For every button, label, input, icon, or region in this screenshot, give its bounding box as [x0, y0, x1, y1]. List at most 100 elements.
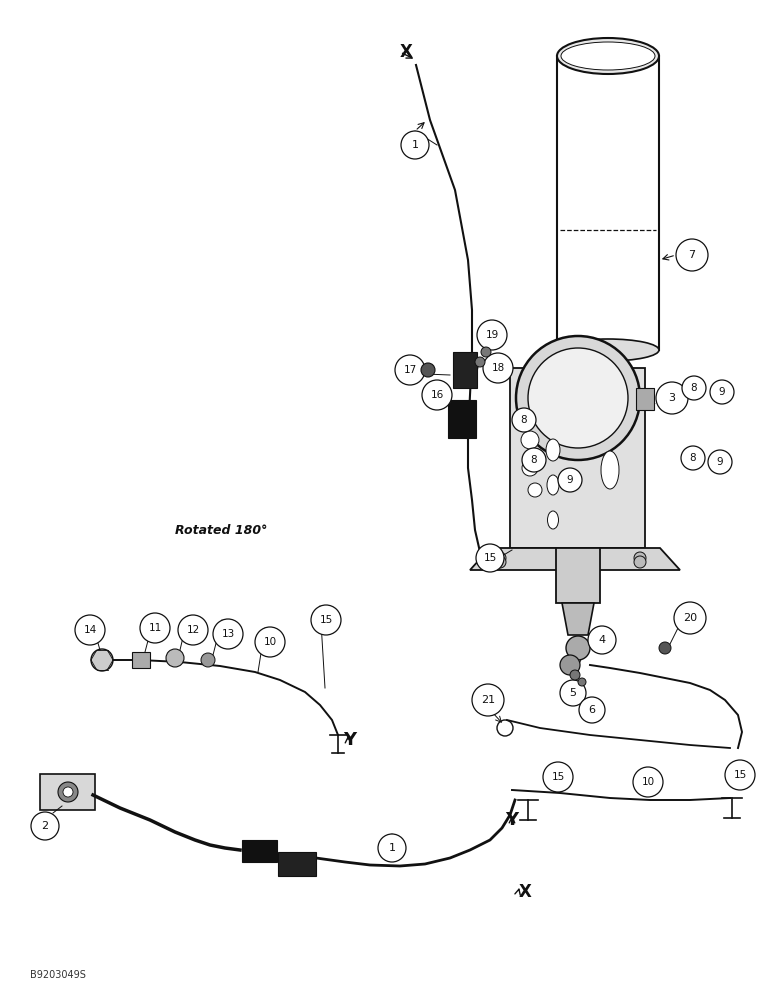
Circle shape — [477, 320, 507, 350]
Text: 17: 17 — [404, 365, 417, 375]
Bar — [453, 352, 477, 388]
Text: 19: 19 — [486, 330, 499, 340]
Text: 1: 1 — [411, 140, 418, 150]
Circle shape — [710, 380, 734, 404]
Circle shape — [213, 619, 243, 649]
Bar — [132, 652, 150, 668]
Text: 15: 15 — [733, 770, 747, 780]
Circle shape — [75, 615, 105, 645]
Ellipse shape — [561, 42, 655, 70]
Circle shape — [676, 239, 708, 271]
Text: 10: 10 — [263, 637, 276, 647]
Circle shape — [481, 347, 491, 357]
Text: 4: 4 — [598, 635, 605, 645]
Polygon shape — [470, 548, 680, 570]
Circle shape — [494, 556, 506, 568]
Text: 12: 12 — [186, 625, 200, 635]
Circle shape — [528, 348, 628, 448]
Circle shape — [558, 468, 582, 492]
Ellipse shape — [601, 451, 619, 489]
Text: 13: 13 — [222, 629, 235, 639]
Circle shape — [634, 556, 646, 568]
Ellipse shape — [547, 475, 559, 495]
Bar — [448, 400, 476, 438]
Polygon shape — [562, 603, 594, 635]
Circle shape — [681, 446, 705, 470]
Text: Y: Y — [344, 731, 357, 749]
Circle shape — [659, 642, 671, 654]
Text: 14: 14 — [83, 625, 96, 635]
Circle shape — [58, 782, 78, 802]
Bar — [510, 368, 645, 548]
Text: 8: 8 — [530, 455, 537, 465]
Text: Y: Y — [506, 811, 519, 829]
Text: 2: 2 — [42, 821, 49, 831]
Circle shape — [201, 653, 215, 667]
Ellipse shape — [547, 511, 558, 529]
Circle shape — [634, 552, 646, 564]
Circle shape — [63, 787, 73, 797]
Text: 21: 21 — [481, 695, 495, 705]
Text: 18: 18 — [491, 363, 505, 373]
Circle shape — [708, 450, 732, 474]
Text: 20: 20 — [683, 613, 697, 623]
Circle shape — [588, 626, 616, 654]
Circle shape — [472, 684, 504, 716]
Circle shape — [516, 336, 640, 460]
Circle shape — [528, 483, 542, 497]
Text: 15: 15 — [551, 772, 564, 782]
Circle shape — [31, 812, 59, 840]
Text: Rotated 180°: Rotated 180° — [175, 524, 267, 536]
Text: 9: 9 — [719, 387, 726, 397]
Circle shape — [522, 460, 538, 476]
Text: 15: 15 — [320, 615, 333, 625]
Circle shape — [512, 408, 536, 432]
Circle shape — [560, 680, 586, 706]
Circle shape — [578, 678, 586, 686]
Bar — [278, 852, 316, 876]
Circle shape — [674, 602, 706, 634]
Text: 8: 8 — [520, 415, 527, 425]
Text: 16: 16 — [430, 390, 444, 400]
Circle shape — [521, 431, 539, 449]
Text: B9203049S: B9203049S — [30, 970, 86, 980]
Circle shape — [401, 131, 429, 159]
Circle shape — [91, 649, 113, 671]
Text: 8: 8 — [689, 453, 696, 463]
Bar — [636, 388, 654, 410]
Circle shape — [166, 649, 184, 667]
Circle shape — [494, 552, 506, 564]
Ellipse shape — [546, 439, 560, 461]
Circle shape — [422, 380, 452, 410]
Circle shape — [421, 363, 435, 377]
Text: 7: 7 — [689, 250, 696, 260]
Ellipse shape — [557, 38, 659, 74]
Circle shape — [656, 382, 688, 414]
Text: X: X — [519, 883, 531, 901]
Circle shape — [682, 376, 706, 400]
Circle shape — [579, 697, 605, 723]
Circle shape — [476, 544, 504, 572]
Text: 9: 9 — [567, 475, 574, 485]
Circle shape — [178, 615, 208, 645]
Circle shape — [475, 357, 485, 367]
Circle shape — [140, 613, 170, 643]
Text: 9: 9 — [716, 457, 723, 467]
Bar — [556, 548, 600, 603]
Bar — [242, 840, 277, 862]
Circle shape — [566, 636, 590, 660]
Circle shape — [483, 353, 513, 383]
Circle shape — [570, 670, 580, 680]
Text: 6: 6 — [588, 705, 595, 715]
Circle shape — [725, 760, 755, 790]
Circle shape — [522, 448, 546, 472]
Text: 15: 15 — [483, 553, 496, 563]
Text: 10: 10 — [642, 777, 655, 787]
Circle shape — [378, 834, 406, 862]
Ellipse shape — [557, 339, 659, 361]
Text: 1: 1 — [388, 843, 395, 853]
Text: 5: 5 — [570, 688, 577, 698]
Circle shape — [543, 762, 573, 792]
Circle shape — [633, 767, 663, 797]
Text: X: X — [400, 43, 412, 61]
